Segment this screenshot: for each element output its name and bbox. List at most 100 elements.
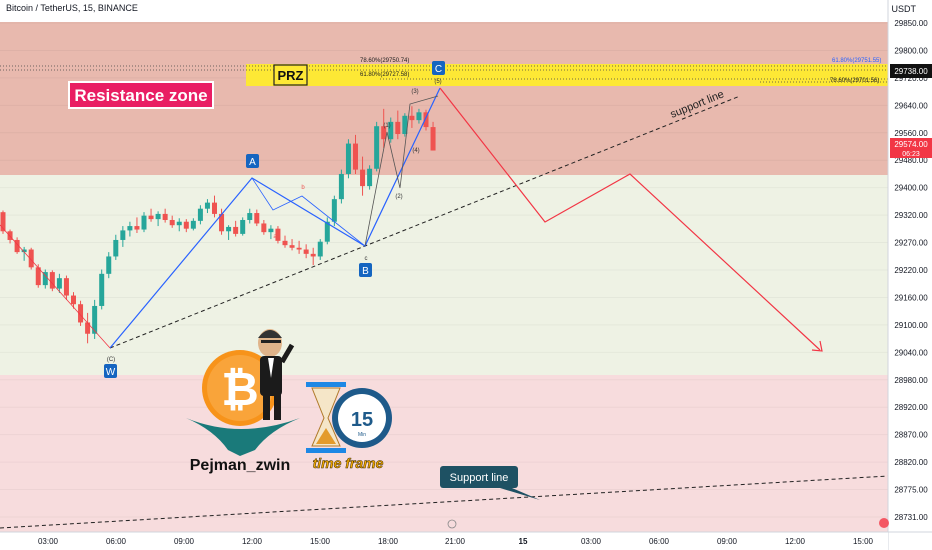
last-price-box: [890, 138, 932, 158]
projection-arrowhead: [811, 340, 823, 352]
candle-body: [353, 143, 358, 170]
scroll-to-realtime-icon[interactable]: [447, 519, 457, 529]
x-tick-label: 21:00: [445, 537, 466, 546]
candle-body: [7, 231, 13, 240]
candle-body: [282, 240, 288, 246]
fib-label-4: 78.60%(29701.56): [830, 78, 879, 84]
hourglass-icon: [306, 382, 346, 453]
candle-body: [78, 304, 84, 323]
candle-body: [176, 221, 182, 226]
candle-body: [226, 226, 232, 232]
clock-icon: 15 Min: [332, 388, 392, 448]
support-callout-box: [440, 466, 518, 488]
price-axis[interactable]: [888, 0, 932, 550]
candle-body: [148, 215, 154, 220]
y-tick-label: 29800.00: [894, 46, 928, 55]
candle-body: [14, 239, 20, 253]
wave-4: (4): [412, 148, 419, 154]
candle-body: [190, 220, 196, 229]
prz-label-box: [273, 64, 308, 86]
tradingview-logo-icon: [879, 518, 889, 528]
x-tick-label: 18:00: [378, 537, 399, 546]
candle-body: [134, 226, 140, 230]
resistance-zone-box: [68, 81, 214, 109]
candle-body: [212, 202, 217, 214]
wave-3: (3): [411, 89, 418, 95]
candle-body: [219, 213, 225, 232]
y-tick-label: 28820.00: [894, 458, 928, 467]
candle-body: [35, 267, 41, 286]
candle-body: [310, 253, 316, 257]
decline-path: [0, 224, 111, 349]
fib-label-1: 78.60%(29750.74): [360, 58, 409, 64]
bitcoin-logo-icon: ₿: [202, 350, 278, 426]
currency-label: USDT: [891, 4, 917, 14]
candle-body: [423, 112, 429, 128]
candle-body: [233, 226, 239, 234]
candle-body: [275, 228, 281, 241]
candle-body: [106, 256, 112, 274]
y-tick-label: 29100.00: [894, 321, 928, 330]
candle-body: [92, 305, 98, 334]
time-axis[interactable]: [0, 532, 888, 550]
candle-body: [204, 202, 210, 209]
candle-body: [99, 273, 105, 306]
clock-sub: Min: [358, 432, 366, 438]
y-tick-label: 28775.00: [894, 486, 928, 495]
x-tick-label: 15: [519, 537, 528, 546]
x-tick-label: 12:00: [242, 537, 263, 546]
candle-body: [402, 115, 408, 135]
logo-name: Pejman_zwin: [190, 457, 290, 474]
candle-body: [113, 239, 119, 257]
wave-C-sub: (C): [107, 357, 115, 363]
x-tick-labels: 03:00 06:00 09:00 12:00 15:00 18:00 21:00 15 03:…: [38, 537, 874, 546]
candle-body: [197, 208, 203, 221]
candle-body: [56, 278, 62, 289]
candle-body: [49, 272, 55, 289]
y-tick-label: 29720.00: [894, 74, 928, 83]
x-tick-label: 12:00: [785, 537, 806, 546]
candle-body: [360, 169, 366, 187]
svg-text:₿: ₿: [221, 363, 259, 415]
candle-body: [21, 249, 27, 253]
y-tick-labels: 29850.00 29800.00 29720.00 29640.00 29560.00…: [894, 19, 928, 522]
candle-body: [42, 272, 48, 286]
wave-A-box: [246, 154, 259, 168]
candle-body: [261, 223, 267, 233]
lower-zone-top: [0, 175, 888, 375]
candle-body: [430, 127, 436, 151]
candle-body: [254, 213, 260, 224]
wave-B-box: [359, 263, 372, 277]
x-tick-label: 15:00: [310, 537, 331, 546]
candle-body: [367, 168, 373, 187]
candle-body: [247, 213, 253, 220]
x-tick-label: 09:00: [717, 537, 738, 546]
y-tick-label: 29640.00: [894, 101, 928, 110]
x-tick-label: 03:00: [38, 537, 59, 546]
y-tick-label: 29320.00: [894, 211, 928, 220]
candle-body: [183, 221, 189, 229]
wave-1: (1): [383, 123, 390, 129]
wave-c: c: [365, 256, 368, 262]
candle-body: [162, 213, 168, 220]
fib-label-2: 61.80%(29727.58): [360, 72, 409, 78]
candle-body: [395, 121, 401, 135]
y-tick-label: 28870.00: [894, 431, 928, 440]
grid: [0, 22, 888, 518]
candles: [0, 106, 436, 344]
wave-sub-path: [251, 177, 366, 247]
support-callout-tail: [500, 488, 540, 500]
projection-line: [439, 87, 821, 351]
candle-body: [85, 322, 91, 334]
y-tick-label: 29850.00: [894, 19, 928, 28]
candle-body: [388, 121, 394, 140]
support-callout-label: Support line: [450, 472, 509, 484]
x-tick-label: 15:00: [853, 537, 874, 546]
candle-body: [268, 228, 274, 233]
y-tick-label: 29040.00: [894, 348, 928, 357]
x-tick-label: 06:00: [106, 537, 127, 546]
y-tick-label: 29160.00: [894, 293, 928, 302]
impulse-path: [364, 95, 439, 247]
candle-body: [409, 115, 415, 121]
